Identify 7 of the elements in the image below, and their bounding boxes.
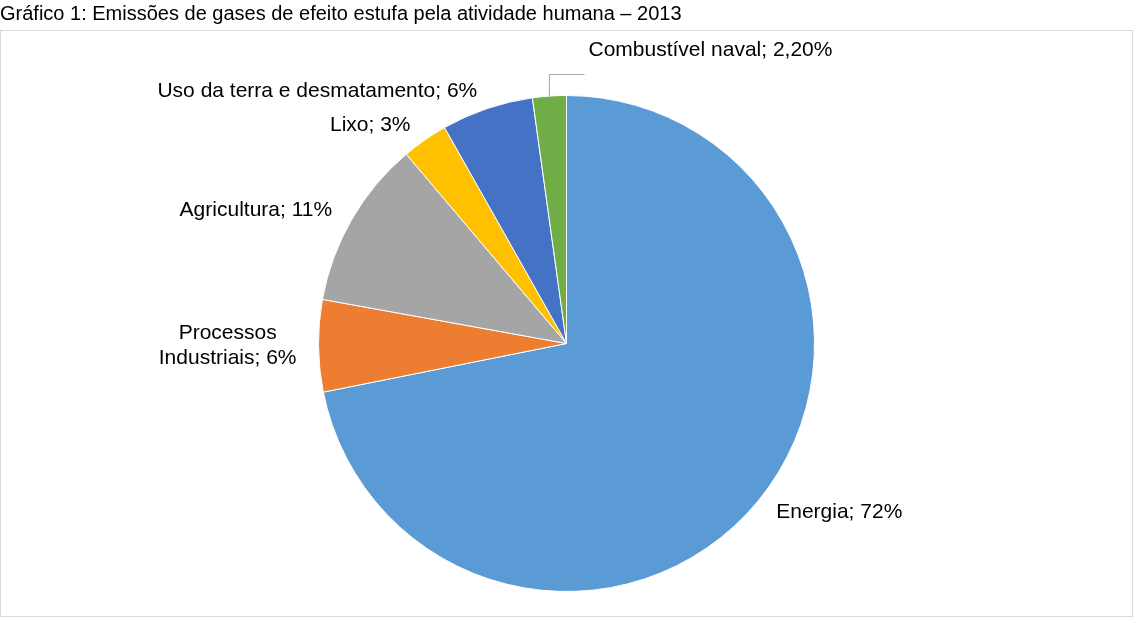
slice-label: Lixo; 3% — [329, 112, 411, 135]
slice-label: Combustível naval; 2,20% — [588, 37, 833, 61]
slice-label: Agricultura; 11% — [179, 197, 333, 221]
chart-title: Gráfico 1: Emissões de gases de efeito estufa pela atividade humana – 2013 — [0, 2, 682, 25]
slice-label: Uso da terra e desmatamento; 6% — [157, 78, 478, 102]
slice-label: Energia; 72% — [776, 498, 903, 522]
slice-label: Processos Industriais; 6% — [158, 320, 297, 369]
